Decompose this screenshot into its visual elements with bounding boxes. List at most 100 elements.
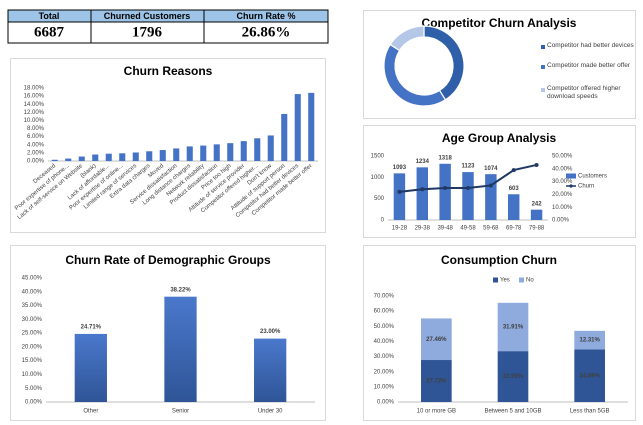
y-tick-label: 0.00% xyxy=(377,400,395,406)
y-tick-label: 5.00% xyxy=(25,386,43,392)
data-label: 31.91% xyxy=(503,325,524,331)
data-label: 1234 xyxy=(416,159,430,165)
legend-label: No xyxy=(526,278,534,284)
y-tick-label: 12.00% xyxy=(24,110,45,116)
line-marker xyxy=(511,168,516,173)
kpi-header: Churned Customers xyxy=(104,11,191,21)
y-tick-label: 30.00% xyxy=(22,317,43,323)
legend-label: Churn xyxy=(578,184,594,190)
legend-swatch xyxy=(541,88,545,92)
legend-swatch xyxy=(519,277,524,283)
bar xyxy=(281,113,288,161)
y-tick-label: 0.00% xyxy=(552,218,570,224)
bar xyxy=(416,167,428,220)
panel xyxy=(10,58,326,233)
line-marker xyxy=(466,186,470,190)
y-tick-label: 16.00% xyxy=(24,94,45,100)
bar xyxy=(119,153,126,161)
bar xyxy=(132,152,139,161)
y-tick-label: 25.00% xyxy=(22,331,43,337)
bar xyxy=(146,151,153,161)
panel xyxy=(363,125,636,238)
x-tick-label: Between 5 and 10GB xyxy=(484,409,541,415)
y-tick-label: 20.00% xyxy=(552,192,573,198)
bar xyxy=(173,148,180,161)
y-tick-label: 8.00% xyxy=(27,126,45,132)
kpi-table: Total Churned Customers Churn Rate % 668… xyxy=(7,9,329,44)
legend-entry: Competitor had better devices xyxy=(547,42,634,49)
y-tick-label: 60.00% xyxy=(374,309,395,315)
x-tick-label: 79-88 xyxy=(529,226,545,232)
y-tick-label: 70.00% xyxy=(374,294,395,300)
line-marker xyxy=(534,162,539,167)
kpi-header: Total xyxy=(39,11,60,21)
y-tick-label: 30.00% xyxy=(552,179,573,185)
line-marker xyxy=(488,183,493,188)
kpi-value: 6687 xyxy=(34,24,65,40)
data-label: 1123 xyxy=(461,164,475,170)
bar xyxy=(462,172,474,220)
bar-segment xyxy=(421,318,452,361)
y-tick-label: 10.00% xyxy=(552,205,573,211)
bar-segment xyxy=(497,302,529,352)
bar xyxy=(294,94,301,161)
x-tick-label: 19-28 xyxy=(392,226,408,232)
y-tick-label: 15.00% xyxy=(22,358,43,364)
pie-slice xyxy=(389,25,425,52)
x-tick-label: 69-78 xyxy=(506,226,522,232)
y-tick-label: 20.00% xyxy=(374,369,395,375)
data-label: 34.69% xyxy=(579,373,600,379)
bar xyxy=(78,156,85,161)
legend-label: Yes xyxy=(500,278,510,284)
legend-entry: Competitor made better offer xyxy=(547,62,630,69)
x-tick-label: 10 or more GB xyxy=(417,409,456,415)
y-tick-label: 1000 xyxy=(371,175,385,181)
bar xyxy=(213,144,220,161)
chart-title: Age Group Analysis xyxy=(442,131,557,145)
y-tick-label: 45.00% xyxy=(22,276,43,282)
bar xyxy=(508,194,520,220)
bar xyxy=(159,150,166,161)
x-tick-label: Less than 5GB xyxy=(570,409,610,415)
bar xyxy=(74,333,107,402)
y-tick-label: 2.00% xyxy=(27,150,45,156)
data-label: 1093 xyxy=(393,165,407,171)
x-tick-label: 39-48 xyxy=(437,226,453,232)
chart-title: Churn Rate of Demographic Groups xyxy=(65,253,271,267)
bar xyxy=(164,296,197,402)
data-label: 27.72% xyxy=(426,379,447,385)
y-tick-label: 14.00% xyxy=(24,102,45,108)
y-tick-label: 1500 xyxy=(371,154,385,160)
bar xyxy=(227,143,234,161)
x-tick-label: 29-38 xyxy=(415,226,431,232)
data-label: 24.71% xyxy=(81,324,102,330)
bar xyxy=(267,135,274,161)
y-tick-label: 500 xyxy=(374,196,385,202)
legend-label: Competitor made better offer xyxy=(547,62,630,69)
data-label: 27.46% xyxy=(426,337,447,343)
chart-title: Churn Reasons xyxy=(124,64,213,78)
data-label: 1318 xyxy=(438,155,452,161)
legend-swatch xyxy=(541,45,545,49)
legend-swatch xyxy=(493,277,498,283)
bar-segment xyxy=(574,330,605,350)
bar xyxy=(530,209,543,220)
kpi-value: 1796 xyxy=(132,24,163,40)
bar xyxy=(92,154,99,161)
bar xyxy=(254,338,287,402)
y-tick-label: 0.00% xyxy=(25,400,43,406)
legend-swatch xyxy=(541,65,545,69)
data-label: 23.00% xyxy=(260,329,281,335)
y-tick-label: 18.00% xyxy=(24,86,45,92)
bar xyxy=(240,141,247,161)
x-tick-label: 49-58 xyxy=(460,226,476,232)
bar xyxy=(254,138,261,161)
line-marker xyxy=(397,189,402,194)
bar-segment xyxy=(421,360,452,402)
bar-segment xyxy=(497,351,529,402)
chart-title: Competitor Churn Analysis xyxy=(422,16,577,30)
y-tick-label: 35.00% xyxy=(22,303,43,309)
y-tick-label: 10.00% xyxy=(374,384,395,390)
data-label: 603 xyxy=(509,186,520,192)
bar xyxy=(51,159,58,161)
